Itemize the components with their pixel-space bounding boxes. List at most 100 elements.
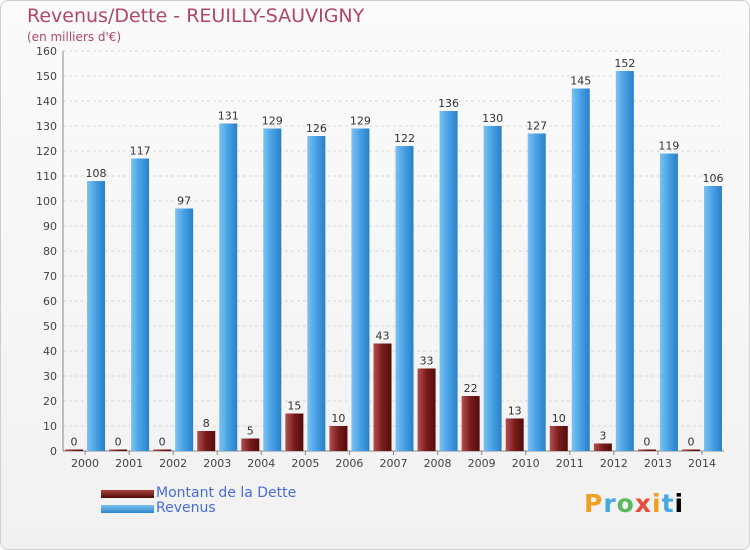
data-label-revenus: 129 bbox=[350, 115, 371, 128]
y-tick-label: 60 bbox=[43, 295, 57, 308]
x-tick-label: 2013 bbox=[644, 457, 672, 470]
data-label-dette: 0 bbox=[159, 436, 166, 449]
data-label-revenus: 108 bbox=[86, 167, 107, 180]
data-label-revenus: 131 bbox=[218, 110, 239, 123]
x-tick-label: 2005 bbox=[291, 457, 319, 470]
bar-dette bbox=[373, 343, 392, 451]
data-label-dette: 22 bbox=[464, 382, 478, 395]
bar-dette bbox=[461, 396, 480, 451]
y-tick-label: 10 bbox=[43, 420, 57, 433]
data-label-dette: 5 bbox=[247, 425, 254, 438]
y-tick-label: 160 bbox=[36, 45, 57, 58]
data-label-revenus: 122 bbox=[394, 132, 415, 145]
data-label-revenus: 130 bbox=[482, 112, 503, 125]
x-tick-label: 2012 bbox=[600, 457, 628, 470]
x-tick-label: 2014 bbox=[688, 457, 716, 470]
data-label-dette: 10 bbox=[331, 412, 345, 425]
bar-revenus bbox=[219, 123, 238, 451]
data-label-dette: 8 bbox=[203, 417, 210, 430]
data-label-dette: 43 bbox=[376, 330, 390, 343]
bar-revenus bbox=[395, 146, 414, 451]
bar-dette bbox=[637, 449, 656, 451]
data-label-revenus: 145 bbox=[570, 75, 591, 88]
y-tick-label: 40 bbox=[43, 345, 57, 358]
x-tick-label: 2011 bbox=[556, 457, 584, 470]
bar-revenus bbox=[307, 136, 326, 451]
bar-dette bbox=[593, 443, 612, 451]
bar-revenus bbox=[703, 186, 722, 451]
legend-item-revenus: Revenus bbox=[101, 500, 361, 517]
y-tick-label: 30 bbox=[43, 370, 57, 383]
data-label-revenus: 152 bbox=[614, 57, 635, 70]
bar-revenus bbox=[615, 71, 634, 451]
bar-dette bbox=[65, 449, 84, 451]
data-label-revenus: 119 bbox=[658, 140, 679, 153]
y-tick-label: 80 bbox=[43, 245, 57, 258]
data-label-dette: 0 bbox=[687, 436, 694, 449]
legend-item-dette: Montant de la Dette bbox=[101, 485, 361, 502]
bar-dette bbox=[681, 449, 700, 451]
data-label-dette: 33 bbox=[420, 355, 434, 368]
bar-revenus bbox=[175, 208, 194, 451]
y-tick-label: 0 bbox=[50, 445, 57, 458]
bar-dette bbox=[417, 368, 436, 451]
bar-revenus bbox=[131, 158, 150, 451]
bar-revenus bbox=[263, 128, 282, 451]
legend-label-dette: Montant de la Dette bbox=[156, 485, 297, 501]
y-tick-label: 90 bbox=[43, 220, 57, 233]
data-label-dette: 0 bbox=[643, 436, 650, 449]
x-tick-label: 2001 bbox=[115, 457, 143, 470]
x-tick-label: 2003 bbox=[203, 457, 231, 470]
data-label-revenus: 106 bbox=[702, 172, 723, 185]
data-label-dette: 15 bbox=[287, 400, 301, 413]
data-label-dette: 0 bbox=[115, 436, 122, 449]
proxiti-logo: Proxiti bbox=[584, 489, 685, 518]
data-label-dette: 0 bbox=[71, 436, 78, 449]
bar-dette bbox=[285, 413, 304, 451]
bar-dette bbox=[241, 438, 260, 451]
legend-swatch-revenus bbox=[101, 505, 154, 513]
y-tick-label: 100 bbox=[36, 195, 57, 208]
bar-revenus bbox=[483, 126, 502, 451]
legend-label-revenus: Revenus bbox=[156, 500, 216, 516]
bar-revenus bbox=[659, 153, 678, 451]
chart-subtitle: (en milliers d'€) bbox=[27, 30, 122, 44]
bar-dette bbox=[197, 431, 216, 451]
data-label-revenus: 129 bbox=[262, 115, 283, 128]
x-tick-label: 2000 bbox=[71, 457, 99, 470]
bar-revenus bbox=[439, 111, 458, 451]
data-label-revenus: 126 bbox=[306, 122, 327, 135]
data-label-revenus: 97 bbox=[177, 195, 191, 208]
x-tick-label: 2010 bbox=[512, 457, 540, 470]
bar-revenus bbox=[351, 128, 370, 451]
y-tick-label: 110 bbox=[36, 170, 57, 183]
data-label-revenus: 136 bbox=[438, 97, 459, 110]
x-tick-label: 2009 bbox=[468, 457, 496, 470]
y-tick-label: 20 bbox=[43, 395, 57, 408]
bar-revenus bbox=[87, 181, 106, 451]
bar-dette bbox=[549, 426, 568, 451]
data-label-revenus: 117 bbox=[130, 145, 151, 158]
x-tick-label: 2002 bbox=[159, 457, 187, 470]
data-label-dette: 3 bbox=[599, 430, 606, 443]
data-label-revenus: 127 bbox=[526, 120, 547, 133]
y-tick-label: 50 bbox=[43, 320, 57, 333]
bar-dette bbox=[153, 449, 172, 451]
x-tick-label: 2007 bbox=[380, 457, 408, 470]
y-tick-label: 140 bbox=[36, 95, 57, 108]
y-tick-label: 70 bbox=[43, 270, 57, 283]
x-tick-label: 2004 bbox=[247, 457, 275, 470]
bar-revenus bbox=[571, 88, 590, 451]
bar-dette bbox=[505, 418, 524, 451]
y-tick-label: 130 bbox=[36, 120, 57, 133]
bar-dette bbox=[329, 426, 348, 451]
chart-title: Revenus/Dette - REUILLY-SAUVIGNY bbox=[27, 5, 365, 27]
x-tick-label: 2008 bbox=[424, 457, 452, 470]
x-tick-label: 2006 bbox=[335, 457, 363, 470]
legend-swatch-dette bbox=[101, 490, 154, 498]
bar-revenus bbox=[527, 133, 546, 451]
y-tick-label: 150 bbox=[36, 70, 57, 83]
y-tick-label: 120 bbox=[36, 145, 57, 158]
